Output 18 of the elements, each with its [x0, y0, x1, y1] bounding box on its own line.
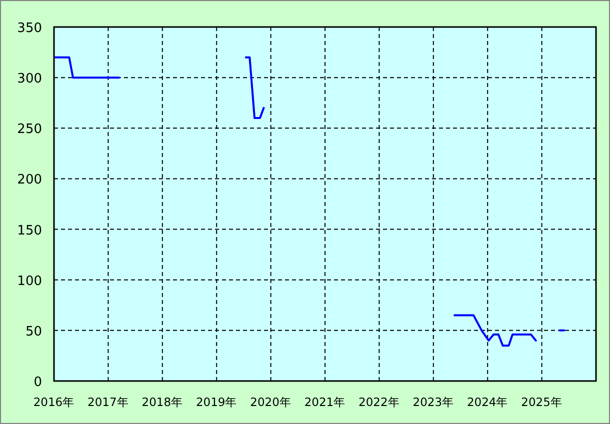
x-tick-label: 2021年	[304, 395, 346, 409]
y-tick-label: 0	[34, 375, 42, 390]
y-tick-label: 300	[17, 72, 42, 87]
y-tick-label: 250	[17, 122, 42, 138]
x-tick-label: 2020年	[250, 395, 292, 409]
y-tick-label: 350	[17, 21, 42, 36]
x-tick-label: 2016年	[33, 395, 75, 409]
x-tick-label: 2017年	[88, 395, 129, 409]
x-tick-label: 2019年	[196, 395, 238, 409]
y-tick-label: 150	[17, 223, 42, 238]
x-tick-label: 2025年	[521, 395, 562, 409]
x-tick-label: 2018年	[142, 395, 184, 409]
x-tick-label: 2022年	[358, 395, 400, 409]
y-tick-label: 50	[25, 324, 42, 340]
y-tick-label: 200	[17, 172, 42, 188]
y-tick-label: 100	[17, 274, 42, 289]
x-tick-label: 2023年	[412, 395, 454, 409]
x-tick-label: 2024年	[466, 395, 508, 409]
